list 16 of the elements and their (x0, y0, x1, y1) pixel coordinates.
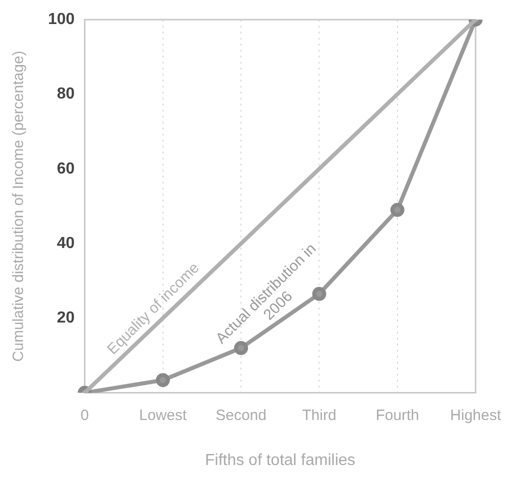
point (156, 373, 170, 388)
x-axis-title: Fifths of total families (204, 452, 356, 469)
x-tick-label: Fourth (376, 406, 420, 424)
y-tick-label: 100 (48, 11, 75, 28)
x-tick-label: Third (302, 406, 336, 424)
y-tick-label: 40 (56, 234, 75, 252)
point (312, 286, 326, 301)
x-tick-label: Second (216, 406, 266, 424)
x-tick-label: Highest (450, 406, 502, 424)
point (390, 202, 404, 217)
y-tick-label: 60 (56, 160, 75, 178)
y-axis-title: Cumulative distribution of Income (percentage) (10, 50, 28, 362)
y-tick-label: 80 (56, 86, 75, 103)
x-tick-label: 0 (80, 406, 89, 424)
x-tick-label: Lowest (139, 406, 188, 424)
y-tick-label: 20 (56, 310, 75, 327)
